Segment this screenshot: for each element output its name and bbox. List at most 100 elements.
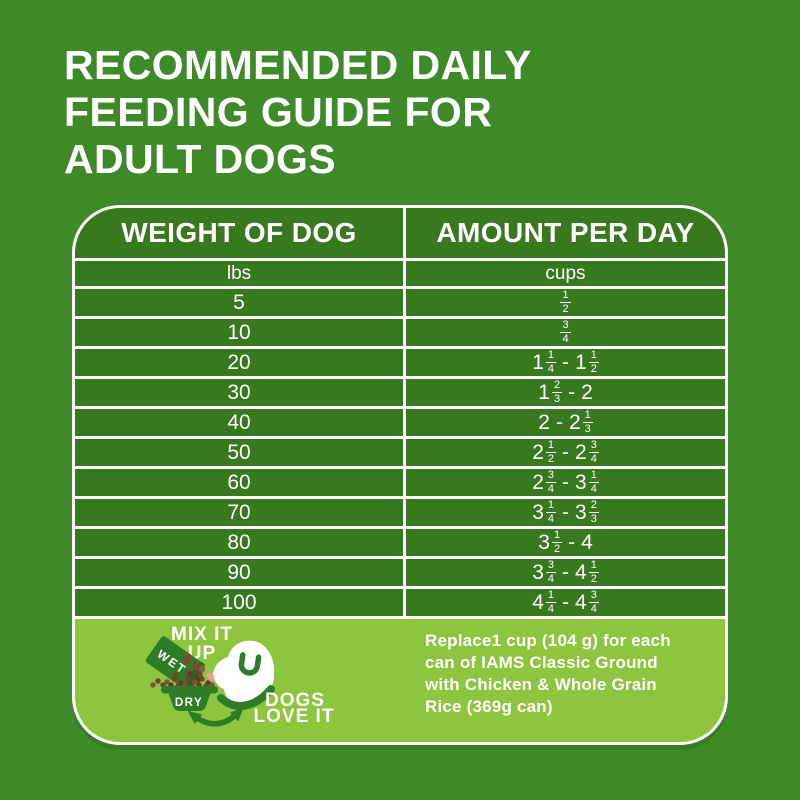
- dog-ear-mark: [238, 652, 262, 676]
- whole-number: 2: [575, 441, 587, 464]
- table-row: 20 1 1 4-1 1 2: [75, 349, 725, 376]
- weight-cell: 5: [75, 289, 403, 316]
- whole-number: 3: [575, 501, 587, 524]
- table-row: 50 2 1 2-2 3 4: [75, 439, 725, 466]
- weight-cell: 40: [75, 409, 403, 436]
- table-row: 90 3 3 4-4 1 2: [75, 559, 725, 586]
- dog-collar: [217, 685, 275, 710]
- range-dash: -: [562, 500, 569, 524]
- mix-arrow-icon: [187, 707, 244, 727]
- dogs-love-it-label: DOGS: [265, 690, 325, 711]
- dogs-love-it-label: LOVE IT: [254, 706, 335, 727]
- dog-icon: [206, 640, 275, 710]
- replace-note-line: with Chicken & Whole Grain: [425, 675, 657, 694]
- mix-panel: MIX IT UP WET: [75, 619, 725, 742]
- weight-cell: 50: [75, 439, 403, 466]
- table-row: 60 2 3 4-3 1 4: [75, 469, 725, 496]
- page-title-line: RECOMMENDED DAILY: [64, 42, 532, 88]
- dry-bowl-icon: DRY: [161, 686, 218, 711]
- range-dash: -: [562, 350, 569, 374]
- range-dash: -: [562, 440, 569, 464]
- table-row: 100 4 1 4-4 3 4: [75, 589, 725, 616]
- weight-cell: 100: [75, 589, 403, 616]
- whole-number: 2: [532, 471, 544, 494]
- weight-cell: 20: [75, 349, 403, 376]
- whole-number: 3: [532, 501, 544, 524]
- page-title: RECOMMENDED DAILY FEEDING GUIDE FOR ADUL…: [64, 42, 532, 183]
- table-row: 30 1 2 3-2: [75, 379, 725, 406]
- weight-cell: 10: [75, 319, 403, 346]
- column-header-amount: AMOUNT PER DAY: [406, 208, 725, 258]
- whole-number: 2: [581, 381, 593, 404]
- table-row: 80 3 1 2-4: [75, 529, 725, 556]
- whole-number: 2: [538, 411, 550, 434]
- unit-cups: cups: [406, 261, 725, 286]
- feeding-table-card: WEIGHT OF DOG AMOUNT PER DAY lbs cups 5 1…: [72, 205, 728, 745]
- whole-number: 2: [568, 411, 581, 434]
- page-title-line: ADULT DOGS: [64, 136, 337, 182]
- mix-it-up-label: MIX IT: [171, 624, 233, 645]
- weight-cell: 60: [75, 469, 403, 496]
- whole-number: 1: [532, 351, 544, 374]
- table-header-row: WEIGHT OF DOG AMOUNT PER DAY: [75, 208, 725, 258]
- replace-note-line: Rice (369g can): [425, 697, 553, 716]
- whole-number: 4: [575, 561, 587, 584]
- table-row: 10 3 4: [75, 319, 725, 346]
- replace-note-line: can of IAMS Classic Ground: [425, 653, 658, 672]
- unit-lbs: lbs: [75, 261, 403, 286]
- whole-number: 3: [538, 531, 550, 554]
- table-units-row: lbs cups: [75, 261, 725, 286]
- whole-number: 1: [538, 381, 550, 404]
- page-title-line: FEEDING GUIDE FOR: [64, 89, 493, 135]
- whole-number: 4: [532, 591, 544, 614]
- range-dash: -: [562, 560, 569, 584]
- range-dash: -: [555, 410, 563, 434]
- column-header-weight: WEIGHT OF DOG: [75, 208, 403, 258]
- weight-cell: 30: [75, 379, 403, 406]
- whole-number: 1: [575, 351, 587, 374]
- range-dash: -: [562, 590, 569, 614]
- table-row: 40 2-2 1 3: [75, 409, 725, 436]
- whole-number: 4: [575, 591, 587, 614]
- whole-number: 3: [532, 561, 544, 584]
- replace-note-line: Replace1 cup (104 g) for each: [425, 631, 671, 650]
- whole-number: 4: [581, 531, 593, 554]
- whole-number: 2: [532, 441, 544, 464]
- whole-number: 3: [575, 471, 587, 494]
- range-dash: -: [568, 530, 576, 554]
- mix-illustration: MIX IT UP WET: [145, 624, 335, 727]
- range-dash: -: [568, 380, 576, 404]
- dry-label: DRY: [175, 697, 203, 709]
- table-row: 70 3 1 4-3 2 3: [75, 499, 725, 526]
- weight-cell: 90: [75, 559, 403, 586]
- weight-cell: 80: [75, 529, 403, 556]
- replace-note: Replace1 cup (104 g) for each can of IAM…: [425, 630, 671, 718]
- weight-cell: 70: [75, 499, 403, 526]
